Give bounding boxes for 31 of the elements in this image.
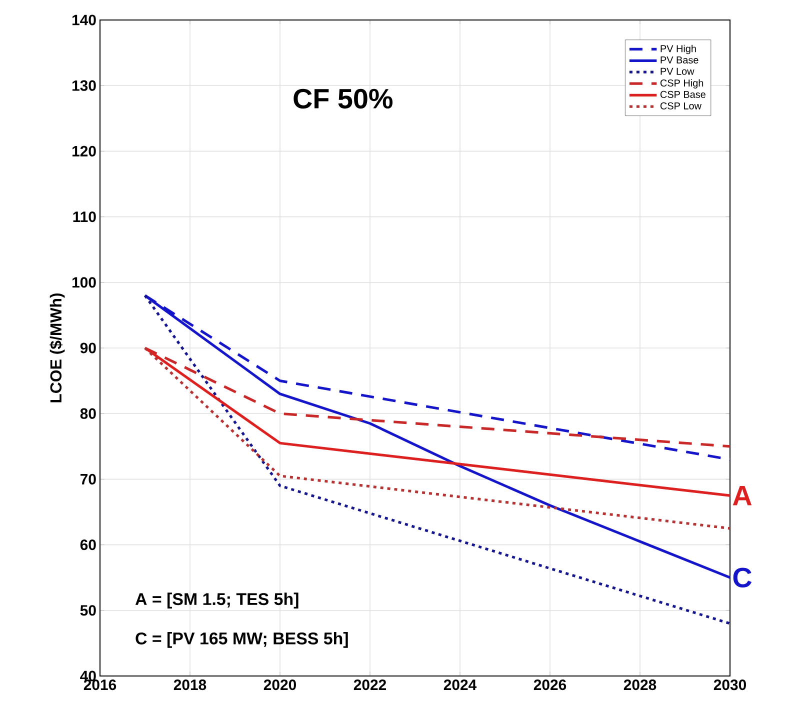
y-tick-label: 70 xyxy=(80,474,96,484)
legend-label: CSP Low xyxy=(660,102,702,110)
y-tick-label: 120 xyxy=(72,146,96,156)
x-tick-label: 2024 xyxy=(444,680,477,690)
annotation: A xyxy=(732,486,752,506)
x-tick-label: 2022 xyxy=(354,680,386,690)
legend-label: CSP High xyxy=(660,79,704,89)
x-tick-label: 2018 xyxy=(174,680,206,690)
legend-label: PV Base xyxy=(660,56,698,64)
annotation: C xyxy=(733,568,752,588)
y-axis-title: LCOE ($/MWh) xyxy=(50,293,65,402)
y-tick-label: 80 xyxy=(80,408,96,419)
x-tick-label: 2026 xyxy=(534,680,566,690)
y-tick-label: 60 xyxy=(80,540,96,550)
x-tick-label: 2016 xyxy=(84,680,116,690)
y-tick-label: 40 xyxy=(80,670,96,682)
y-tick-label: 110 xyxy=(73,212,96,222)
annotation: A = [SM 1.5; TES 5h] xyxy=(135,592,298,608)
y-tick-label: 100 xyxy=(72,277,96,288)
legend-label: PV High xyxy=(660,44,696,54)
y-tick-label: 130 xyxy=(72,80,96,91)
legend-label: CSP Base xyxy=(660,90,706,98)
legend-label: PV Low xyxy=(660,68,694,75)
y-tick-label: 50 xyxy=(80,605,96,616)
x-tick-label: 2020 xyxy=(264,680,296,690)
x-tick-label: 2030 xyxy=(714,680,746,690)
y-tick-label: 90 xyxy=(80,342,96,354)
annotation: CF 50% xyxy=(294,88,393,109)
annotation: C = [PV 165 MW; BESS 5h] xyxy=(136,632,348,648)
y-tick-label: 140 xyxy=(72,14,96,26)
x-tick-label: 2028 xyxy=(624,680,656,690)
